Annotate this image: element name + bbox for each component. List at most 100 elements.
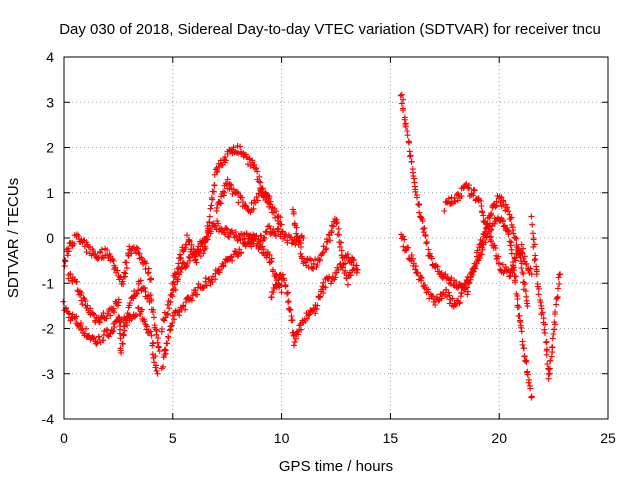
data-point (298, 326, 305, 333)
data-point (214, 168, 221, 174)
data-point (164, 340, 171, 347)
data-point (482, 239, 489, 246)
data-point (334, 219, 341, 226)
data-point (544, 361, 551, 367)
data-point (509, 224, 516, 231)
data-point (200, 283, 207, 290)
data-point (518, 328, 525, 335)
data-point (291, 342, 297, 349)
data-point (275, 281, 282, 288)
data-point (192, 256, 199, 263)
series-track-c (65, 270, 163, 356)
data-point (171, 270, 178, 277)
data-point (422, 231, 429, 238)
data-point (225, 233, 231, 240)
data-point (150, 340, 157, 347)
data-point (446, 276, 452, 283)
data-point (260, 246, 267, 253)
data-point (516, 312, 523, 319)
data-point (518, 324, 525, 331)
data-point (506, 238, 513, 245)
data-point (254, 168, 261, 175)
x-tick-label: 25 (600, 430, 616, 446)
data-point (122, 319, 129, 326)
data-point (167, 299, 174, 306)
data-point (539, 309, 546, 316)
data-point (100, 337, 107, 344)
data-point (533, 263, 540, 270)
data-point (166, 305, 173, 312)
data-point (478, 251, 485, 258)
data-point (212, 276, 219, 283)
data-point (551, 319, 558, 326)
data-point (266, 195, 273, 202)
data-point (349, 255, 356, 262)
data-point (64, 252, 71, 259)
data-point (254, 240, 261, 247)
grid (64, 57, 608, 419)
data-point (420, 226, 426, 233)
data-point (217, 200, 224, 207)
data-point (186, 254, 193, 261)
data-point (446, 292, 453, 299)
data-point (432, 302, 439, 308)
data-point (297, 250, 304, 257)
data-point (123, 264, 130, 271)
data-point (305, 312, 312, 319)
data-point (463, 180, 470, 187)
data-point (508, 246, 515, 253)
data-point (466, 185, 473, 192)
data-point (185, 253, 192, 260)
data-point (413, 192, 420, 199)
data-point (517, 319, 524, 326)
data-point (405, 138, 412, 145)
data-point (247, 162, 254, 169)
data-point (322, 246, 329, 253)
x-tick-labels: 0 5 10 15 20 25 (60, 430, 616, 446)
data-point (150, 314, 157, 321)
data-point (401, 116, 408, 123)
data-point (122, 270, 129, 277)
data-point (184, 232, 190, 239)
data-point (151, 359, 158, 366)
data-point (91, 312, 98, 318)
data-point (335, 225, 342, 232)
data-point (114, 302, 121, 309)
data-point (340, 261, 347, 268)
data-point (551, 326, 557, 333)
data-point (448, 194, 455, 201)
data-point (542, 321, 549, 328)
data-point (438, 269, 445, 276)
data-point (546, 365, 553, 372)
data-point (222, 157, 229, 164)
data-point (410, 173, 417, 180)
data-point (175, 260, 182, 267)
data-point (120, 281, 127, 287)
data-point (107, 312, 114, 319)
data-point (62, 258, 69, 264)
data-point (400, 243, 407, 250)
data-point (353, 269, 360, 276)
data-point (138, 254, 145, 261)
data-point (484, 223, 491, 230)
data-point (290, 210, 297, 217)
data-point (514, 296, 521, 302)
data-point (226, 234, 232, 241)
data-point (65, 275, 72, 282)
data-point (285, 299, 292, 306)
data-point (94, 255, 101, 262)
data-point (194, 291, 201, 298)
data-point (549, 344, 555, 351)
data-point (133, 249, 140, 256)
data-point (289, 317, 296, 324)
data-point (323, 245, 330, 252)
data-point (96, 319, 103, 326)
data-point (204, 234, 211, 241)
data-point (61, 262, 68, 269)
data-point (470, 268, 477, 275)
data-point (135, 305, 142, 312)
x-tick-label: 20 (491, 430, 507, 446)
data-point (263, 228, 270, 235)
data-point (287, 306, 294, 313)
